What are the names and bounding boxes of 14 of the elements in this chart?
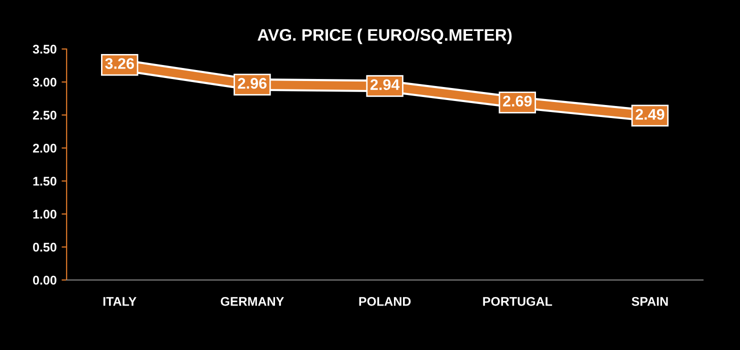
chart-title: AVG. PRICE ( EURO/SQ.METER) <box>258 28 512 44</box>
y-tick-label: 1.00 <box>33 210 56 219</box>
x-tick-label: POLAND <box>359 296 411 306</box>
x-tick-label: GERMANY <box>220 296 284 306</box>
y-tick-label: 2.50 <box>32 110 56 120</box>
x-tick-label: ITALY <box>103 297 136 306</box>
x-tick-label: SPAIN <box>632 296 668 306</box>
y-tick-label: 3.00 <box>32 78 56 87</box>
y-tick-label: 1.50 <box>33 176 56 186</box>
y-tick-label: 2.00 <box>32 144 56 153</box>
y-tick-label: 3.50 <box>32 44 56 54</box>
x-tick-label: PORTUGAL <box>483 296 552 306</box>
y-tick-label: 0.50 <box>33 242 56 252</box>
y-tick-label: 0.00 <box>33 276 56 285</box>
